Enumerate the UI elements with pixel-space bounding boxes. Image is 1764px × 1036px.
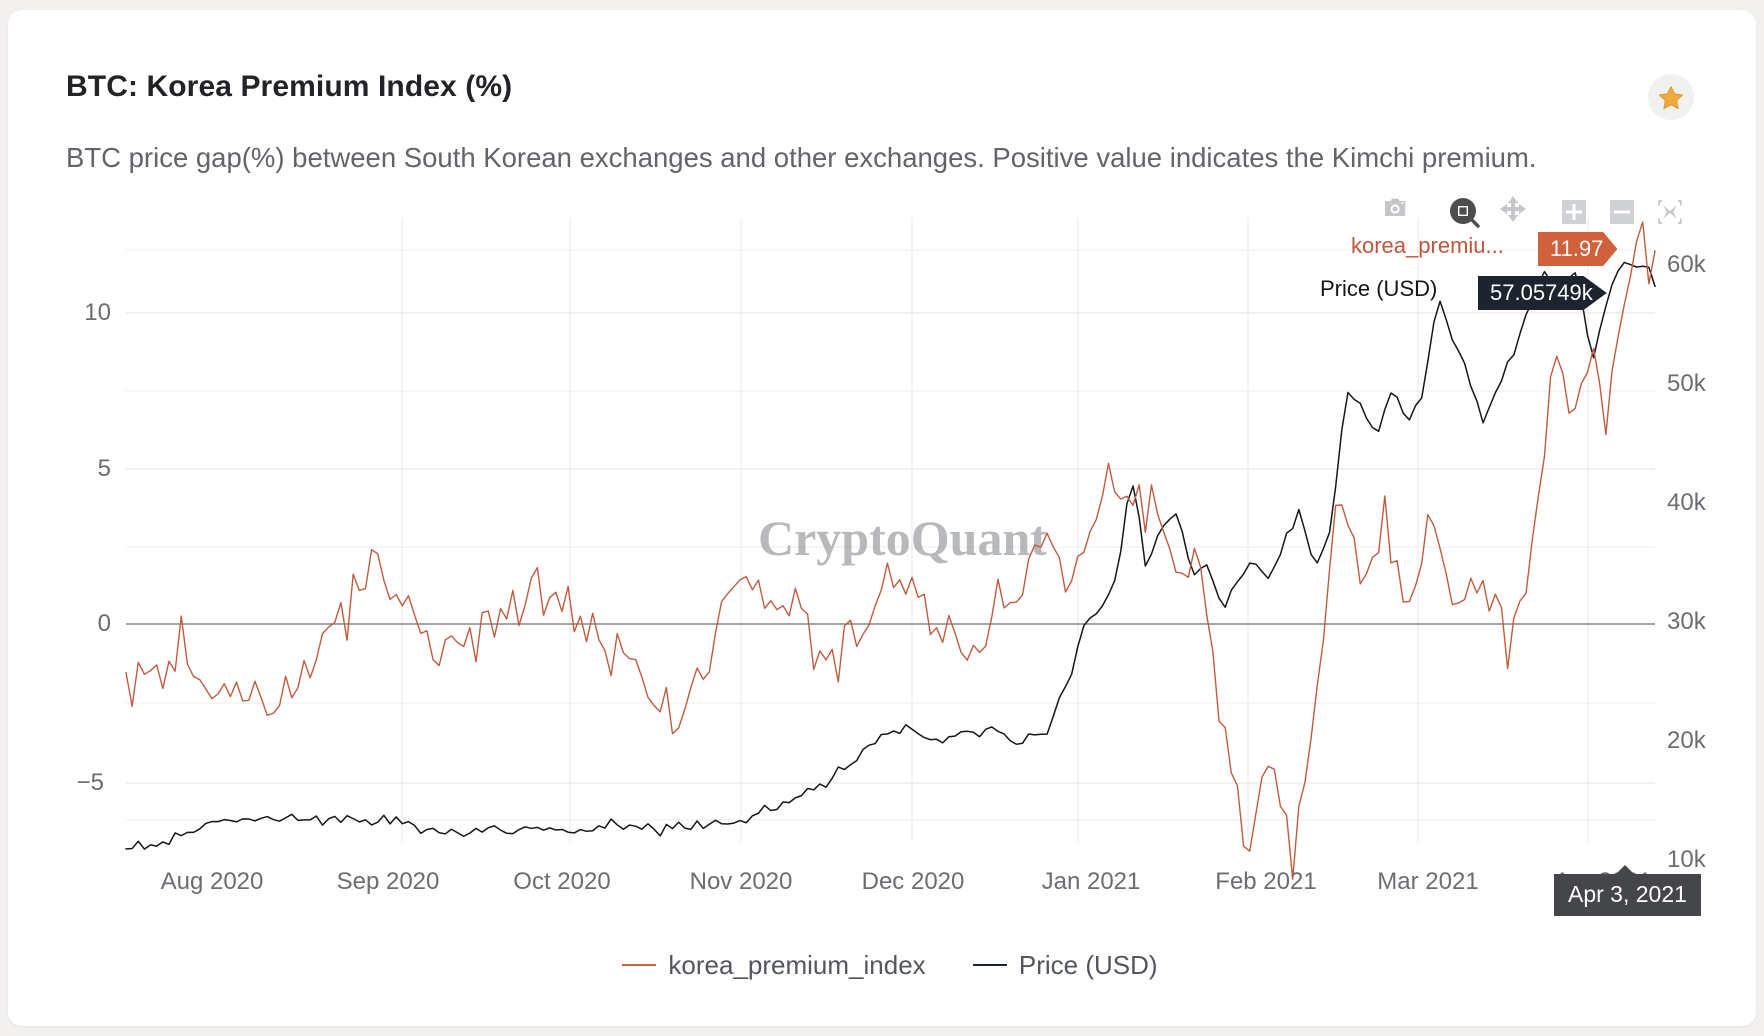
svg-text:50k: 50k xyxy=(1667,370,1707,397)
svg-text:5: 5 xyxy=(98,455,111,482)
svg-text:Oct 2020: Oct 2020 xyxy=(513,868,610,895)
svg-text:CryptoQuant: CryptoQuant xyxy=(758,510,1047,566)
svg-text:Mar 2021: Mar 2021 xyxy=(1377,868,1478,895)
svg-text:10k: 10k xyxy=(1667,846,1707,873)
svg-text:Aug 2020: Aug 2020 xyxy=(161,868,264,895)
svg-text:0: 0 xyxy=(98,610,111,637)
svg-text:60k: 60k xyxy=(1667,251,1707,278)
svg-text:Feb 2021: Feb 2021 xyxy=(1215,868,1316,895)
svg-text:Nov 2020: Nov 2020 xyxy=(690,868,793,895)
svg-text:30k: 30k xyxy=(1667,608,1707,635)
svg-text:Jan 2021: Jan 2021 xyxy=(1042,868,1141,895)
svg-text:Dec 2020: Dec 2020 xyxy=(862,868,965,895)
svg-text:−5: −5 xyxy=(77,769,104,796)
svg-text:10: 10 xyxy=(84,299,111,326)
svg-text:40k: 40k xyxy=(1667,489,1707,516)
svg-text:Sep 2020: Sep 2020 xyxy=(337,868,440,895)
svg-text:20k: 20k xyxy=(1667,727,1707,754)
